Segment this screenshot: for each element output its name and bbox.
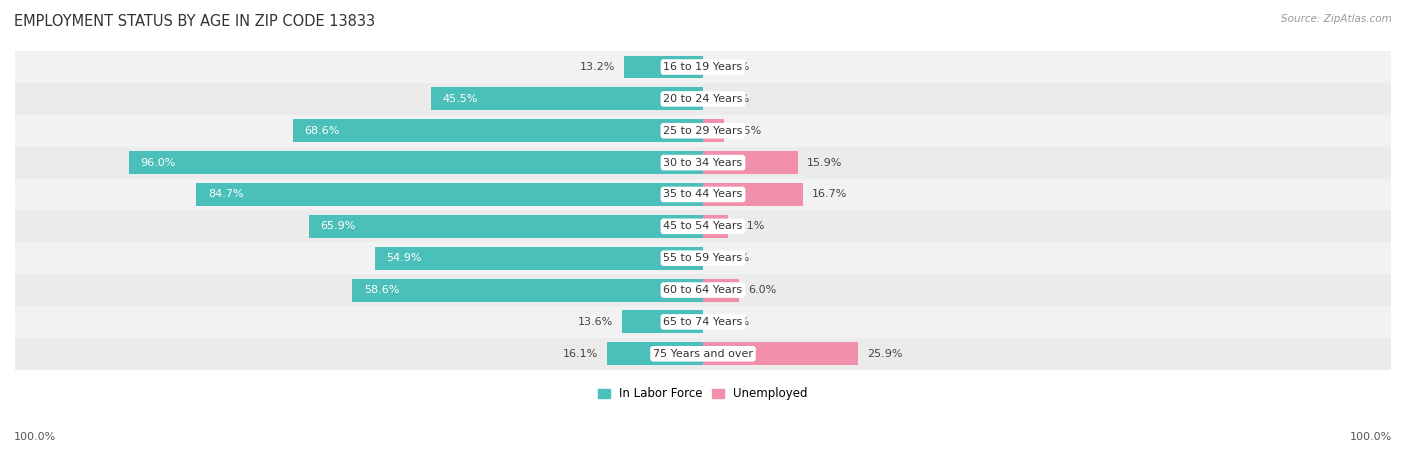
Bar — [15, 274, 1391, 306]
Text: 6.0%: 6.0% — [748, 285, 776, 295]
Text: 58.6%: 58.6% — [364, 285, 399, 295]
Text: 25 to 29 Years: 25 to 29 Years — [664, 126, 742, 136]
Bar — [15, 51, 1391, 83]
Text: 54.9%: 54.9% — [387, 253, 422, 263]
Bar — [606, 342, 703, 365]
Text: 60 to 64 Years: 60 to 64 Years — [664, 285, 742, 295]
Text: Source: ZipAtlas.com: Source: ZipAtlas.com — [1281, 14, 1392, 23]
Bar — [15, 179, 1391, 210]
Text: 35 to 44 Years: 35 to 44 Years — [664, 189, 742, 199]
Text: EMPLOYMENT STATUS BY AGE IN ZIP CODE 13833: EMPLOYMENT STATUS BY AGE IN ZIP CODE 138… — [14, 14, 375, 28]
Text: 65 to 74 Years: 65 to 74 Years — [664, 317, 742, 327]
Text: 0.0%: 0.0% — [721, 62, 749, 72]
Text: 30 to 34 Years: 30 to 34 Years — [664, 157, 742, 168]
Text: 55 to 59 Years: 55 to 59 Years — [664, 253, 742, 263]
Bar — [703, 119, 724, 142]
Bar — [15, 147, 1391, 179]
Text: 4.1%: 4.1% — [737, 221, 765, 231]
Text: 0.0%: 0.0% — [721, 253, 749, 263]
Text: 15.9%: 15.9% — [807, 157, 842, 168]
Text: 68.6%: 68.6% — [305, 126, 340, 136]
Bar — [430, 87, 703, 110]
Bar — [292, 119, 703, 142]
Bar — [15, 83, 1391, 115]
Text: 13.6%: 13.6% — [578, 317, 613, 327]
Bar — [353, 279, 703, 302]
Bar — [197, 183, 703, 206]
Bar — [374, 247, 703, 270]
Bar — [621, 310, 703, 333]
Text: 0.0%: 0.0% — [721, 317, 749, 327]
Bar — [703, 279, 740, 302]
Bar — [15, 306, 1391, 338]
Bar — [15, 115, 1391, 147]
Text: 100.0%: 100.0% — [14, 432, 56, 442]
Text: 100.0%: 100.0% — [1350, 432, 1392, 442]
Text: 45 to 54 Years: 45 to 54 Years — [664, 221, 742, 231]
Text: 16.7%: 16.7% — [811, 189, 848, 199]
Bar — [703, 215, 727, 238]
Text: 65.9%: 65.9% — [321, 221, 356, 231]
Bar — [15, 338, 1391, 370]
Text: 16 to 19 Years: 16 to 19 Years — [664, 62, 742, 72]
Text: 75 Years and over: 75 Years and over — [652, 349, 754, 359]
Legend: In Labor Force, Unemployed: In Labor Force, Unemployed — [593, 383, 813, 405]
Text: 45.5%: 45.5% — [443, 94, 478, 104]
Bar — [703, 151, 799, 174]
Text: 25.9%: 25.9% — [868, 349, 903, 359]
Bar — [703, 342, 858, 365]
Text: 84.7%: 84.7% — [208, 189, 243, 199]
Bar — [309, 215, 703, 238]
Bar — [624, 55, 703, 78]
Bar — [15, 242, 1391, 274]
Text: 3.5%: 3.5% — [733, 126, 761, 136]
Text: 16.1%: 16.1% — [562, 349, 598, 359]
Text: 96.0%: 96.0% — [141, 157, 176, 168]
Bar — [703, 183, 803, 206]
Text: 13.2%: 13.2% — [579, 62, 614, 72]
Text: 0.0%: 0.0% — [721, 94, 749, 104]
Text: 20 to 24 Years: 20 to 24 Years — [664, 94, 742, 104]
Bar — [129, 151, 703, 174]
Bar — [15, 210, 1391, 242]
